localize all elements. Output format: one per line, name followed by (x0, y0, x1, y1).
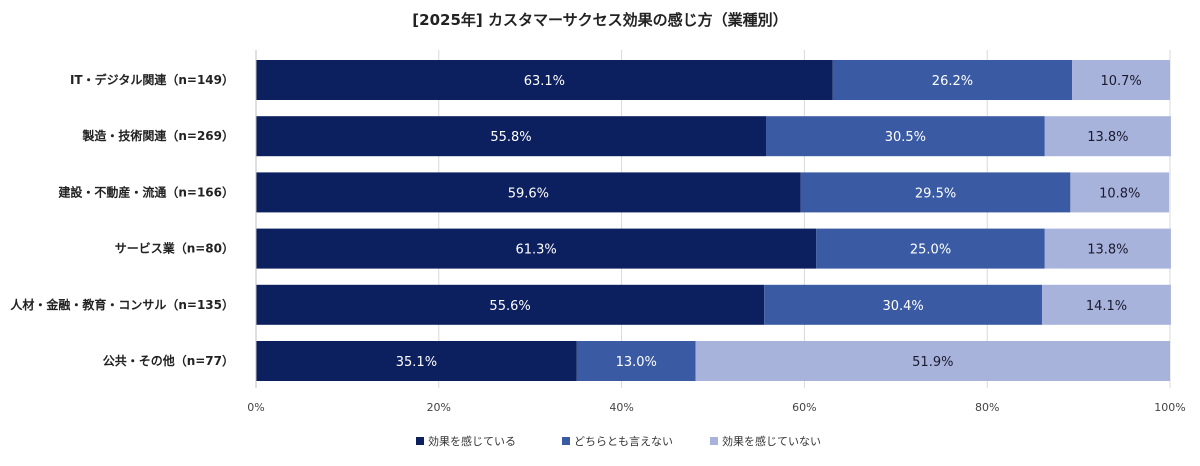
legend-item: 効果を感じている (416, 433, 516, 449)
legend-swatch (710, 437, 718, 445)
bar-segment (800, 172, 1071, 213)
x-tick-label: 0% (247, 401, 264, 414)
bar-segment (256, 116, 767, 157)
data-label: 14.1% (1086, 299, 1127, 314)
category-label: サービス業（n=80） (115, 241, 234, 256)
data-label: 35.1% (396, 355, 437, 370)
data-label: 51.9% (912, 355, 953, 370)
x-tick-label: 60% (792, 401, 816, 414)
bar-segment (816, 228, 1045, 269)
bar-segment (1042, 284, 1171, 325)
bar-segment (256, 60, 833, 100)
category-label: 公共・その他（n=77） (103, 353, 234, 368)
bar-segment (576, 341, 696, 381)
data-label: 10.8% (1099, 186, 1140, 201)
x-tick-label: 100% (1154, 401, 1185, 414)
bar-segment (1044, 116, 1171, 157)
chart-title: [2025年] カスタマーサクセス効果の感じ方（業種別） (412, 11, 788, 29)
bar-segment (1044, 228, 1171, 269)
bar-segment (764, 284, 1043, 325)
data-label: 55.8% (490, 130, 531, 145)
category-label: IT・デジタル関連（n=149） (70, 72, 234, 87)
category-label: 人材・金融・教育・コンサル（n=135） (10, 297, 234, 312)
data-label: 30.4% (882, 299, 923, 314)
bar-segment (1070, 172, 1170, 213)
legend-item: 効果を感じていない (710, 433, 821, 449)
legend-item: どちらとも言えない (562, 433, 673, 449)
data-label: 13.8% (1087, 243, 1128, 258)
bar-segment (256, 341, 577, 381)
category-label: 製造・技術関連（n=269） (81, 128, 234, 143)
data-label: 13.8% (1087, 130, 1128, 145)
data-label: 61.3% (515, 243, 556, 258)
bar-segment (256, 172, 801, 213)
bar-segment (256, 284, 765, 325)
data-label: 63.1% (524, 74, 565, 89)
legend-label: どちらとも言えない (574, 435, 673, 448)
legend-label: 効果を感じていない (722, 435, 821, 448)
legend-label: 効果を感じている (428, 435, 516, 448)
data-label: 13.0% (616, 355, 657, 370)
data-label: 30.5% (885, 130, 926, 145)
category-label: 建設・不動産・流通（n=166） (57, 184, 234, 199)
data-label: 10.7% (1100, 74, 1141, 89)
data-label: 26.2% (932, 74, 973, 89)
x-tick-label: 80% (975, 401, 999, 414)
legend-swatch (416, 437, 424, 445)
legend-swatch (562, 437, 570, 445)
x-tick-label: 40% (609, 401, 633, 414)
data-label: 59.6% (508, 186, 549, 201)
data-label: 25.0% (910, 243, 951, 258)
data-label: 29.5% (915, 186, 956, 201)
bar-segment (766, 116, 1045, 157)
x-tick-label: 20% (427, 401, 451, 414)
bar-segment (1072, 60, 1170, 100)
bar-segment (832, 60, 1073, 100)
bar-segment (695, 341, 1170, 381)
bar-segment (256, 228, 817, 269)
data-label: 55.6% (489, 299, 530, 314)
